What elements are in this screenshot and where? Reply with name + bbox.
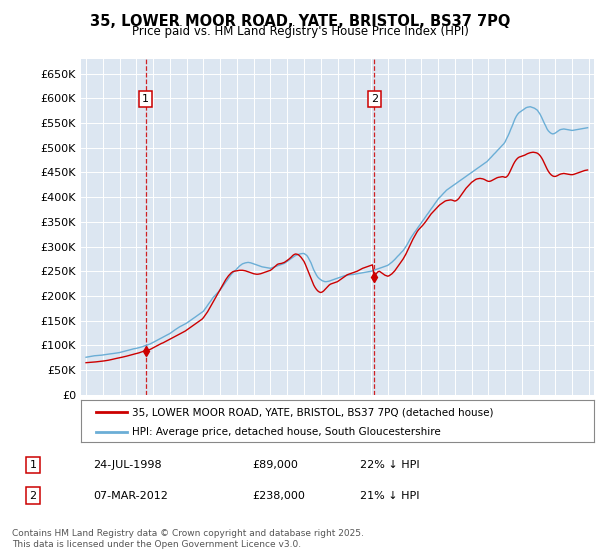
Text: 22% ↓ HPI: 22% ↓ HPI — [360, 460, 419, 470]
Text: HPI: Average price, detached house, South Gloucestershire: HPI: Average price, detached house, Sout… — [133, 427, 441, 437]
Text: £238,000: £238,000 — [252, 491, 305, 501]
Text: Price paid vs. HM Land Registry's House Price Index (HPI): Price paid vs. HM Land Registry's House … — [131, 25, 469, 38]
Text: £89,000: £89,000 — [252, 460, 298, 470]
Text: 35, LOWER MOOR ROAD, YATE, BRISTOL, BS37 7PQ: 35, LOWER MOOR ROAD, YATE, BRISTOL, BS37… — [90, 14, 510, 29]
Text: 21% ↓ HPI: 21% ↓ HPI — [360, 491, 419, 501]
Text: 2: 2 — [371, 94, 378, 104]
Text: Contains HM Land Registry data © Crown copyright and database right 2025.
This d: Contains HM Land Registry data © Crown c… — [12, 529, 364, 549]
Text: 24-JUL-1998: 24-JUL-1998 — [93, 460, 161, 470]
Text: 35, LOWER MOOR ROAD, YATE, BRISTOL, BS37 7PQ (detached house): 35, LOWER MOOR ROAD, YATE, BRISTOL, BS37… — [133, 407, 494, 417]
Text: 1: 1 — [142, 94, 149, 104]
Text: 07-MAR-2012: 07-MAR-2012 — [93, 491, 168, 501]
Text: 2: 2 — [29, 491, 37, 501]
Text: 1: 1 — [29, 460, 37, 470]
